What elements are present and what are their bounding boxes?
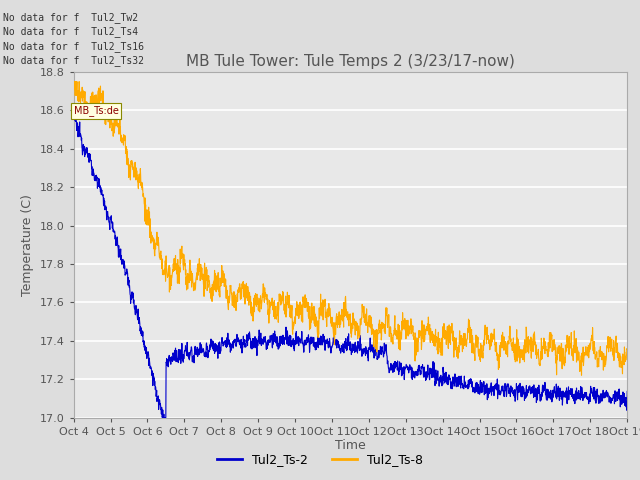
Text: No data for f  Tul2_Tw2: No data for f Tul2_Tw2 [3,12,138,23]
Text: No data for f  Tul2_Ts32: No data for f Tul2_Ts32 [3,55,144,66]
Text: No data for f  Tul2_Ts4: No data for f Tul2_Ts4 [3,26,138,37]
Y-axis label: Temperature (C): Temperature (C) [21,194,34,296]
Title: MB Tule Tower: Tule Temps 2 (3/23/17-now): MB Tule Tower: Tule Temps 2 (3/23/17-now… [186,54,515,70]
Text: MB_Ts:de: MB_Ts:de [74,106,118,116]
Legend: Tul2_Ts-2, Tul2_Ts-8: Tul2_Ts-2, Tul2_Ts-8 [212,448,428,471]
X-axis label: Time: Time [335,439,366,453]
Text: No data for f  Tul2_Ts16: No data for f Tul2_Ts16 [3,41,144,52]
